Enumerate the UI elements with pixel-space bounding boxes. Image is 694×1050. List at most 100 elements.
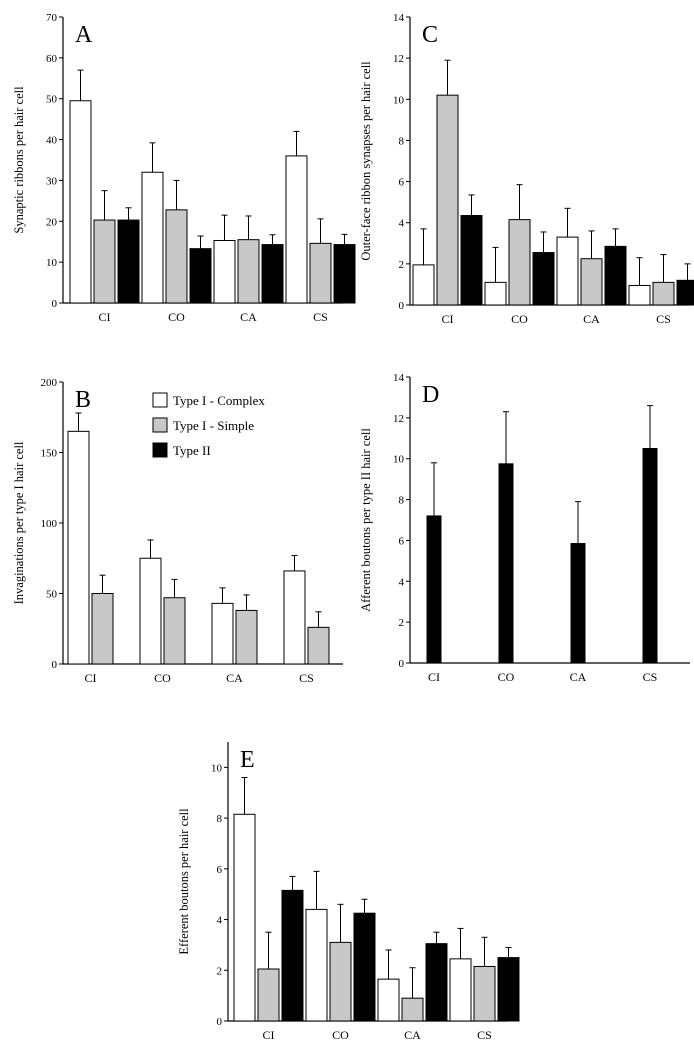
bar-c-ca-0 bbox=[556, 236, 579, 306]
y-tick-label: 14 bbox=[393, 12, 405, 24]
y-tick-label: 10 bbox=[46, 257, 58, 269]
chart-panel-d: 0 2 4 6 8 10 12 14 Afferent boutons per type II … bbox=[359, 372, 690, 684]
bar-d-co-0 bbox=[498, 463, 514, 664]
y-tick-label: 50 bbox=[46, 94, 58, 106]
y-tick-label: 6 bbox=[217, 864, 223, 876]
bar-c-cs-1 bbox=[652, 281, 675, 306]
bar-b-cs-1 bbox=[307, 626, 330, 665]
x-tick-label: CO bbox=[511, 312, 528, 326]
bar-b-ca-1 bbox=[235, 609, 258, 665]
bar-a-co-0 bbox=[141, 171, 164, 304]
x-tick-label: CA bbox=[240, 310, 257, 324]
bar-e-ci-1 bbox=[257, 968, 280, 1022]
bar-c-ci-1 bbox=[436, 94, 459, 306]
legend-swatch-simple bbox=[152, 417, 168, 433]
x-tick-label: CS bbox=[643, 670, 658, 684]
y-tick-label: 8 bbox=[217, 813, 223, 825]
bar-a-ci-0 bbox=[69, 100, 92, 304]
y-tick-label: 0 bbox=[399, 658, 405, 670]
bar-a-ca-2 bbox=[261, 244, 284, 304]
bar-b-co-1 bbox=[163, 597, 186, 665]
bar-b-co-0 bbox=[139, 557, 162, 665]
y-tick-label: 12 bbox=[393, 413, 404, 425]
bar-e-ci-2 bbox=[281, 889, 304, 1022]
bar-a-cs-2 bbox=[333, 244, 356, 304]
bar-e-cs-2 bbox=[497, 957, 520, 1022]
y-tick-label: 200 bbox=[41, 377, 58, 389]
panel-letter: B bbox=[75, 387, 91, 413]
y-tick-label: 0 bbox=[399, 300, 405, 312]
bar-a-cs-0 bbox=[285, 155, 308, 304]
bar-c-co-1 bbox=[508, 219, 531, 306]
y-tick-label: 2 bbox=[399, 617, 405, 629]
x-tick-label: CA bbox=[404, 1028, 421, 1042]
chart-panel-e: 0 2 4 6 8 10 Efferent boutons per hair cell E CI… bbox=[177, 742, 520, 1042]
bar-a-co-2 bbox=[189, 248, 212, 304]
bar-a-ci-2 bbox=[117, 219, 140, 304]
bar-a-cs-1 bbox=[309, 242, 332, 304]
y-axis-title: Synaptic ribbons per hair cell bbox=[12, 86, 26, 234]
y-tick-label: 4 bbox=[399, 218, 405, 230]
panel-letter: A bbox=[75, 22, 93, 48]
y-tick-label: 0 bbox=[52, 659, 58, 671]
bar-c-cs-0 bbox=[628, 284, 651, 306]
x-tick-label: CI bbox=[428, 670, 440, 684]
bar-e-cs-0 bbox=[449, 958, 472, 1022]
y-tick-label: 10 bbox=[211, 762, 223, 774]
bar-c-ci-2 bbox=[460, 215, 483, 306]
y-axis-title: Efferent boutons per hair cell bbox=[177, 808, 191, 955]
x-tick-label: CI bbox=[85, 671, 97, 685]
bar-d-cs-0 bbox=[642, 448, 658, 664]
y-tick-label: 2 bbox=[399, 259, 405, 271]
y-tick-label: 4 bbox=[217, 915, 223, 927]
legend-swatch-type2 bbox=[152, 442, 168, 458]
y-axis-title: Outer-face ribbon synapses per hair cell bbox=[359, 61, 373, 261]
bar-c-ci-0 bbox=[412, 264, 435, 306]
x-tick-label: CS bbox=[299, 671, 314, 685]
chart-panel-b: 0 50 100 150 200 Invaginations per type I hai… bbox=[12, 377, 343, 685]
x-tick-label: CO bbox=[168, 310, 185, 324]
y-tick-label: 12 bbox=[393, 53, 404, 65]
y-tick-label: 6 bbox=[399, 535, 405, 547]
x-tick-label: CS bbox=[313, 310, 328, 324]
y-axis-title: Afferent boutons per type II hair cell bbox=[359, 428, 373, 612]
y-tick-label: 2 bbox=[217, 965, 223, 977]
bar-e-ca-0 bbox=[377, 978, 400, 1022]
x-tick-label: CO bbox=[498, 670, 515, 684]
y-tick-label: 60 bbox=[46, 53, 58, 65]
legend: Type I - Complex Type I - Simple Type II bbox=[152, 392, 265, 458]
chart-panel-a: 0 10 20 30 40 50 60 70 Synaptic ribbons per hair… bbox=[12, 12, 356, 324]
y-tick-label: 40 bbox=[46, 135, 58, 147]
panel-letter: D bbox=[422, 382, 439, 408]
y-tick-label: 30 bbox=[46, 175, 58, 187]
y-tick-label: 150 bbox=[41, 448, 58, 460]
bar-b-ci-1 bbox=[91, 593, 114, 665]
bar-e-cs-1 bbox=[473, 965, 496, 1022]
x-tick-label: CO bbox=[154, 671, 171, 685]
bar-b-ci-0 bbox=[67, 430, 90, 665]
bar-b-ca-0 bbox=[211, 602, 234, 665]
bar-e-ca-2 bbox=[425, 943, 448, 1022]
bar-c-ca-1 bbox=[580, 258, 603, 306]
y-tick-label: 8 bbox=[399, 135, 405, 147]
bar-e-ca-1 bbox=[401, 997, 424, 1022]
y-tick-label: 50 bbox=[46, 589, 58, 601]
y-tick-label: 0 bbox=[52, 298, 58, 310]
bar-e-co-2 bbox=[353, 912, 376, 1022]
y-tick-label: 10 bbox=[393, 94, 405, 106]
panel-letter: C bbox=[422, 22, 438, 48]
y-tick-label: 0 bbox=[217, 1016, 223, 1028]
x-tick-label: CA bbox=[570, 670, 587, 684]
chart-panel-c: 0 2 4 6 8 10 12 14 Outer-face ribbon synapses pe… bbox=[359, 12, 694, 326]
bar-a-ca-0 bbox=[213, 239, 236, 304]
x-tick-label: CI bbox=[442, 312, 454, 326]
legend-label-complex: Type I - Complex bbox=[173, 393, 265, 408]
y-tick-label: 4 bbox=[399, 576, 405, 588]
legend-swatch-complex bbox=[152, 392, 168, 408]
bar-e-co-0 bbox=[305, 908, 328, 1022]
bar-c-co-0 bbox=[484, 281, 507, 306]
bar-c-cs-2 bbox=[676, 279, 694, 306]
x-tick-label: CI bbox=[263, 1028, 275, 1042]
y-tick-label: 10 bbox=[393, 454, 405, 466]
